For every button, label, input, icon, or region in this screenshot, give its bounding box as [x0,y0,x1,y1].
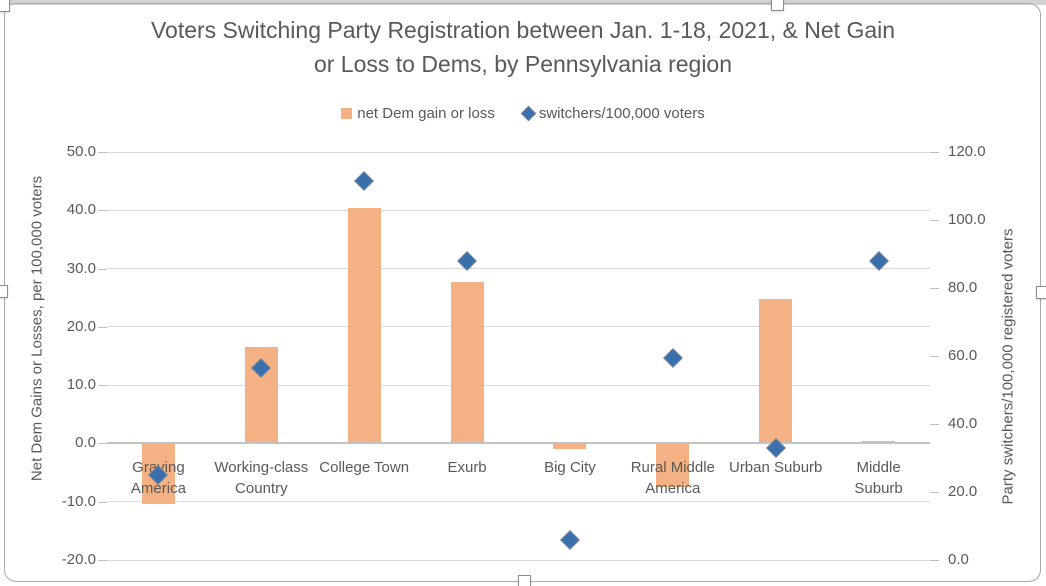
left-axis-tick-label: 10.0 [66,376,96,394]
bar-middle-suburb[interactable] [862,441,896,444]
category-label-big-city: Big City [544,459,596,477]
selection-handle-right[interactable] [1036,286,1046,299]
left-axis-tickmark [98,385,107,387]
legend-label-scatter-series: switchers/100,000 voters [538,104,705,122]
bar-exurb[interactable] [450,281,484,444]
legend-label-bar-series: net Dem gain or loss [357,104,495,122]
bar-urban-suburb[interactable] [759,298,793,444]
left-axis-tick-label: 0.0 [75,434,96,452]
left-axis-tickmark [98,501,107,503]
right-axis-tick-label: 60.0 [948,347,978,364]
left-axis-tickmark [98,443,107,445]
right-axis-tick-label: 80.0 [948,279,978,296]
gridline [107,326,930,328]
legend[interactable]: net Dem gain or loss switchers/100,000 v… [0,101,1046,125]
right-axis-tickmark [930,288,939,289]
category-label-college-town: College Town [319,459,410,477]
gridline [107,268,930,270]
left-axis-tickmark [98,560,107,561]
right-axis-tick-label: 40.0 [948,415,978,432]
chart-title-line-1: Voters Switching Party Registration betw… [150,17,896,43]
marker-rural-middle-america[interactable] [662,347,683,368]
bar-big-city[interactable] [553,443,587,450]
selection-handle-top-left[interactable] [0,0,10,12]
gridline [107,559,930,561]
left-axis-tickmark [98,210,107,212]
right-axis-tick-label: 20.0 [948,483,978,500]
bar-series-swatch-icon [341,107,353,119]
right-axis-title[interactable]: Party switchers/100,000 registered voter… [999,228,1017,505]
left-axis-tick-label: 20.0 [66,317,96,335]
gridline [107,151,930,153]
legend-item-scatter-series[interactable]: switchers/100,000 voters [520,104,705,122]
category-label-middle-suburb: Middle Suburb [854,459,903,498]
left-axis-tick-label: 30.0 [66,259,96,277]
category-axis-line [107,442,930,445]
category-label-rural-middle-america: Rural Middle America [630,459,715,498]
right-axis-tickmark [930,220,939,221]
right-axis-tickmark [930,356,939,357]
selection-handle-top[interactable] [771,0,784,11]
right-axis-tick-label: 0.0 [948,551,969,568]
right-axis-tickmark [930,424,939,425]
right-axis-tickmark [930,492,939,493]
legend-item-bar-series[interactable]: net Dem gain or loss [341,105,495,122]
gridline [107,501,930,503]
marker-big-city[interactable] [560,529,580,550]
left-axis-tickmark [98,268,107,270]
chart-title-line-2: or Loss to Dems, by Pennsylvania region [313,51,733,77]
left-axis-tickmark [98,326,107,328]
gridline [107,384,930,386]
selection-handle-left[interactable] [0,285,8,298]
marker-college-town[interactable] [354,170,375,191]
selection-handle-bottom[interactable] [518,575,531,586]
category-label-exurb: Exurb [447,459,487,477]
left-axis-tick-label: -20.0 [61,551,96,568]
right-axis-tickmark [930,560,939,561]
right-axis-tick-label: 120.0 [948,143,986,160]
chart-title[interactable]: Voters Switching Party Registration betw… [0,13,1046,81]
left-axis-tick-label: 40.0 [66,201,96,219]
gridline [107,209,930,211]
category-label-urban-suburb: Urban Suburb [728,459,823,477]
bar-college-town[interactable] [347,207,381,444]
left-axis-title[interactable]: Net Dem Gains or Losses, per 100,000 vot… [28,175,46,482]
right-axis-tick-label: 100.0 [948,211,986,228]
diamond-marker-swatch-icon [520,105,537,121]
window-top-edge [0,0,1046,5]
right-axis-tickmark [930,152,939,153]
left-axis-tick-label: 50.0 [66,143,96,160]
category-label-working-class-country: Working-class Country [214,459,309,498]
bar-rural-middle-america[interactable] [656,443,690,488]
left-axis-tickmark [98,152,107,153]
left-axis-tick-label: -10.0 [61,492,96,510]
